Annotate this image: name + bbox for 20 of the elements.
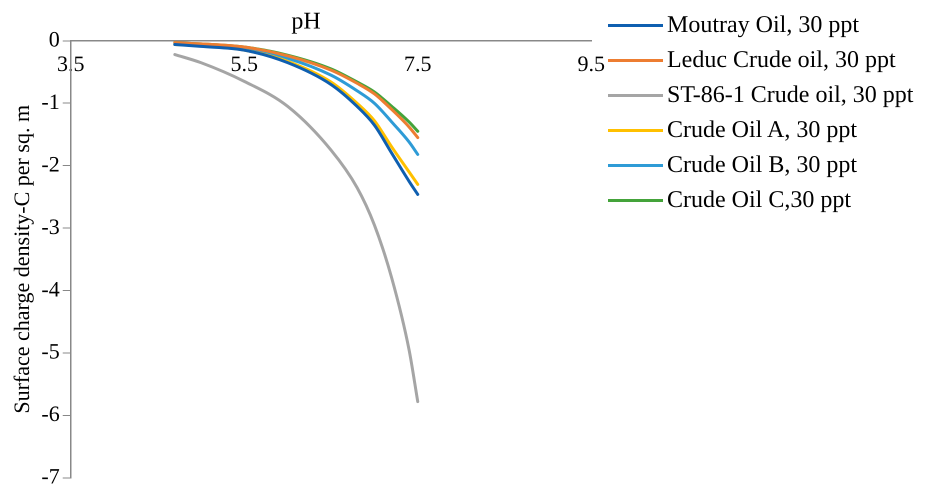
y-tick-label: 0 [48, 26, 60, 52]
x-tick-label: 5.5 [230, 50, 258, 76]
legend-label: Crude Oil A, 30 ppt [667, 116, 857, 145]
y-tick-label: -6 [41, 401, 60, 426]
y-tick-label: -2 [41, 151, 60, 176]
legend-label: Moutray Oil, 30 ppt [667, 11, 859, 40]
y-tick-label: -3 [41, 214, 60, 239]
y-tick-label: -4 [41, 276, 60, 302]
y-tick-label: -7 [41, 464, 60, 489]
x-axis-title: pH [291, 8, 321, 35]
legend-label: Leduc Crude oil, 30 ppt [667, 46, 896, 75]
x-tick-label: 9.5 [578, 50, 605, 76]
legend-label: Crude Oil C,30 ppt [667, 186, 851, 215]
legend-label: ST-86-1 Crude oil, 30 ppt [667, 81, 914, 110]
x-tick-label: 7.5 [404, 50, 432, 76]
y-tick-label: -5 [41, 338, 60, 364]
x-tick-label: 3.5 [56, 50, 84, 76]
y-axis-title: Surface charge density-C per sq. m [8, 104, 34, 414]
y-tick-label: -1 [41, 89, 60, 114]
legend-label: Crude Oil B, 30 ppt [667, 151, 857, 180]
